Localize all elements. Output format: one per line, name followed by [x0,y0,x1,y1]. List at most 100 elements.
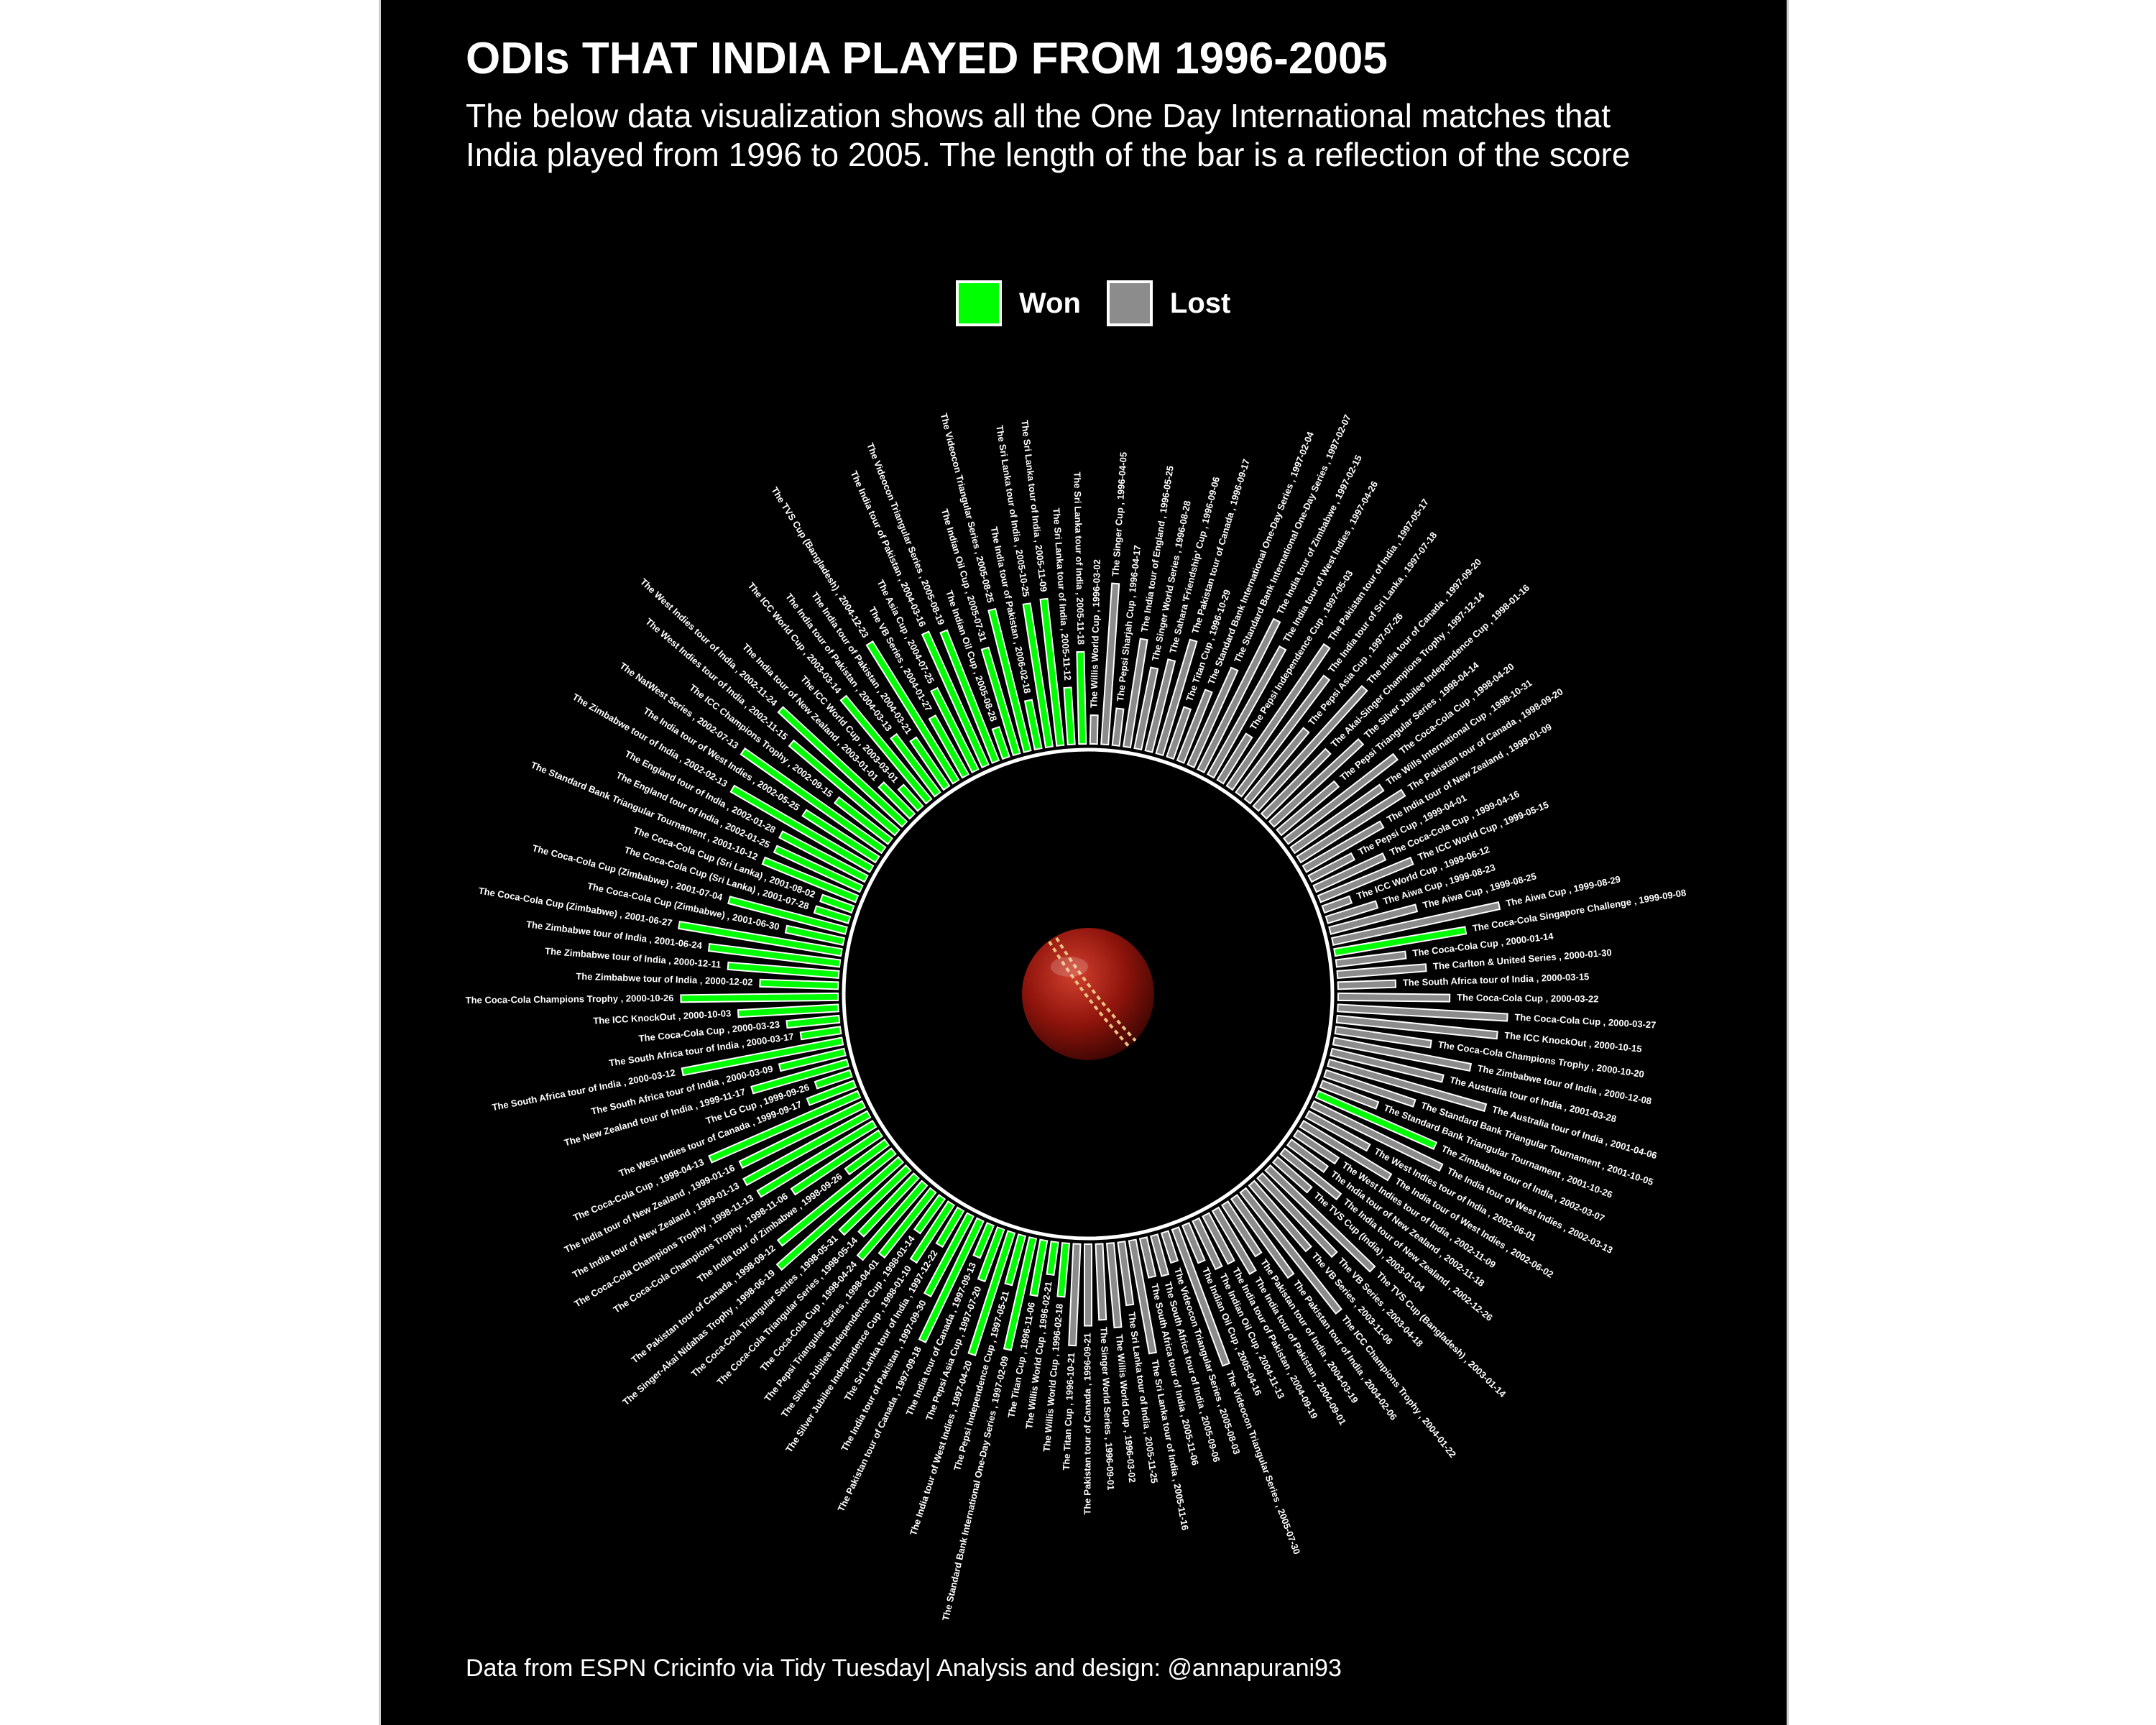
chart-subtitle: The below data visualization shows all t… [466,97,1631,173]
bars-layer [678,582,1508,1367]
match-bar [918,1217,985,1344]
match-bar [1289,783,1385,855]
match-bar [1197,617,1281,774]
match-bar [1304,1110,1371,1152]
match-label: The India tour of Pakistan , 2004-09-01 [1253,1275,1348,1427]
match-label: The Zimbabwe tour of India , 2002-02-13 [571,691,729,789]
match-bar [1252,684,1368,812]
match-bar [1128,1238,1158,1355]
match-bar [1171,1226,1230,1367]
match-bar [1206,645,1287,779]
match-bar [1155,638,1198,757]
match-bar [1264,1164,1376,1273]
match-bar [738,1100,867,1169]
match-bar [1220,1200,1263,1258]
match-bar [1334,1026,1432,1049]
match-label: The Videocon Triangular Series , 2005-07… [1224,1369,1302,1556]
match-bar [813,905,852,924]
match-bar [1286,1138,1330,1174]
legend-label-won: Won [1019,287,1081,319]
match-bar [773,845,864,893]
match-bar [1336,963,1427,979]
match-bar [1100,582,1120,746]
match-bar [1216,732,1253,785]
match-label: The South Africa tour of India , 2000-03… [491,1067,676,1113]
match-bar [727,961,840,979]
match-bar [839,694,933,805]
legend-swatch-lost [1106,280,1153,326]
match-bar [729,784,875,873]
match-label: The Sri Lanka tour of India , 2005-11-18 [1072,472,1086,645]
match-bar [1309,1100,1444,1172]
match-bar [1314,1090,1438,1151]
match-bar [1144,658,1176,753]
match-label: The ICC KnockOut , 2000-10-03 [593,1008,732,1026]
match-bar [857,1172,920,1238]
match-bar [913,1194,946,1235]
match-bar [1326,1058,1488,1113]
match-bar [939,629,1000,764]
match-label: The Coca-Cola Cup , 2000-03-22 [1457,992,1598,1004]
match-bar [761,856,860,903]
match-bar [1260,748,1332,820]
match-bar [1296,788,1406,864]
match-bar [877,781,916,820]
match-bar [1063,686,1076,746]
match-bar [727,896,848,935]
chart-caption: Data from ESPN Cricinfo via Tidy Tuesday… [466,1655,1342,1682]
match-bar [1283,753,1399,845]
match-bar [1160,1230,1179,1264]
match-bar [777,706,908,828]
match-bar [909,1200,956,1264]
legend: Won Lost [956,276,1256,331]
match-bar [790,1129,884,1196]
match-bar [1335,1014,1498,1040]
inner-ring [842,748,1335,1241]
match-bar [1299,1120,1393,1182]
match-bar [1337,1003,1508,1022]
match-bar [909,736,951,791]
match-bar [737,1003,839,1018]
match-bar [1046,1241,1059,1276]
match-bar [1317,856,1414,903]
match-bar [1023,699,1043,751]
match-bar [921,630,990,769]
match-bar [1230,1194,1295,1279]
match-label: The Singer Cup , 1996-04-05 [1110,451,1129,576]
match-bar [778,1047,847,1072]
chart-title: ODIs THAT INDIA PLAYED FROM 1996-2005 [466,34,1388,83]
match-bar [1138,1236,1157,1279]
match-label: The Titan Cup , 1996-10-21 [1061,1353,1077,1471]
match-bar [1056,1242,1071,1298]
match-bar [778,830,869,883]
match-bar [991,726,1010,760]
match-bar [833,796,893,845]
match-bar [1292,1129,1340,1165]
match-label: The ICC KnockOut , 2000-10-15 [1504,1030,1643,1054]
match-bar [1332,1036,1473,1072]
match-bar [742,1110,872,1187]
match-bar [784,924,846,946]
legend-label-lost: Lost [1169,287,1231,319]
match-bar [967,1230,1016,1356]
match-bar [972,1222,995,1259]
match-bar [1271,1156,1313,1194]
match-bar [681,1036,844,1077]
match-bar [1187,666,1239,769]
match-bar [756,1120,877,1198]
match-bar [1279,1147,1342,1201]
match-bar [844,1138,890,1176]
match-bar [1268,737,1365,828]
match-bar [708,1090,862,1164]
match-bar [1235,674,1331,798]
match-bar [1176,689,1213,764]
match-label: The Sri Lanka tour of India , 2005-11-16 [1149,1359,1190,1531]
match-bar [1243,727,1310,805]
match-bar [1076,650,1087,745]
match-bar [1149,1233,1170,1277]
match-bar [1111,707,1125,747]
match-bar [814,1069,853,1090]
match-bar [865,640,960,785]
match-bar [1225,643,1331,791]
match-bar [1323,1069,1416,1108]
